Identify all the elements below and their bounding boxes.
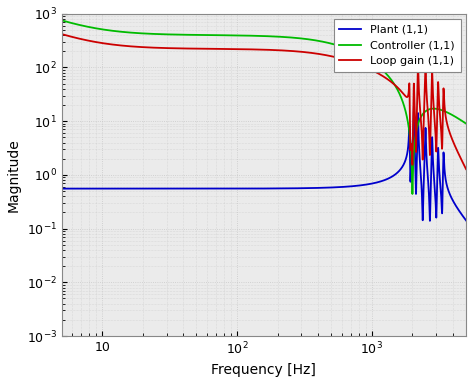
X-axis label: Frequency [Hz]: Frequency [Hz] [211, 363, 316, 377]
Line: Loop gain (1,1): Loop gain (1,1) [61, 34, 466, 169]
Controller (1,1) [360, 54, 366, 58]
Controller (1,1) [410, 192, 415, 196]
Line: Plant (1,1): Plant (1,1) [61, 106, 466, 221]
Controller (1,1) [301, 36, 307, 41]
Plant (1,1) [322, 185, 327, 190]
Controller (1,1) [391, 82, 397, 86]
Loop gain (1,1) [360, 64, 366, 68]
Plant (1,1) [301, 186, 307, 190]
Loop gain (1,1) [463, 167, 469, 171]
Plant (1,1) [391, 173, 397, 177]
Loop gain (1,1) [301, 50, 307, 55]
Plant (1,1) [132, 186, 138, 191]
Loop gain (1,1) [213, 46, 219, 51]
Controller (1,1) [463, 121, 469, 126]
Loop gain (1,1) [132, 45, 138, 49]
Plant (1,1) [427, 218, 433, 223]
Loop gain (1,1) [322, 53, 327, 57]
Plant (1,1) [213, 186, 219, 191]
Loop gain (1,1) [391, 82, 397, 87]
Line: Controller (1,1): Controller (1,1) [61, 20, 466, 194]
Loop gain (1,1) [59, 32, 64, 36]
Plant (1,1) [463, 218, 469, 223]
Plant (1,1) [59, 186, 64, 191]
Y-axis label: Magnitude: Magnitude [7, 138, 21, 212]
Legend: Plant (1,1), Controller (1,1), Loop gain (1,1): Plant (1,1), Controller (1,1), Loop gain… [333, 19, 461, 71]
Plant (1,1) [411, 104, 417, 109]
Plant (1,1) [360, 183, 366, 187]
Controller (1,1) [132, 31, 138, 35]
Controller (1,1) [322, 40, 327, 45]
Controller (1,1) [213, 33, 219, 38]
Controller (1,1) [59, 18, 64, 23]
